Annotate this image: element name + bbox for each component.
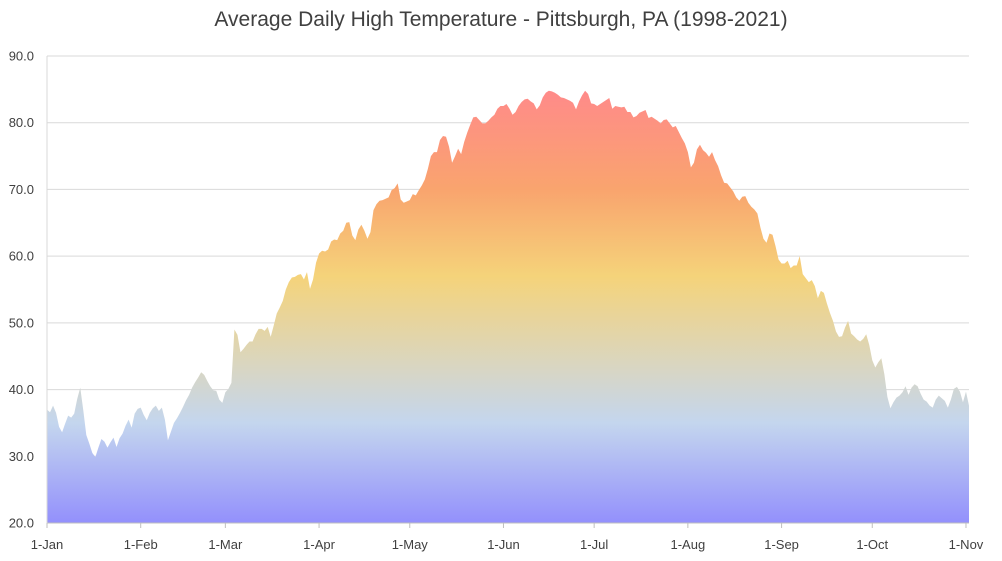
y-tick-label: 40.0	[9, 382, 34, 397]
x-tick-label: 1-Aug	[671, 537, 706, 552]
x-tick-label: 1-Oct	[856, 537, 888, 552]
temperature-area	[47, 90, 969, 523]
chart-title: Average Daily High Temperature - Pittsbu…	[214, 8, 788, 31]
x-tick-label: 1-Sep	[764, 537, 799, 552]
x-tick-label: 1-Jun	[487, 537, 520, 552]
y-tick-label: 90.0	[9, 49, 34, 64]
x-tick-label: 1-May	[392, 537, 429, 552]
x-tick-label: 1-Apr	[303, 537, 335, 552]
y-tick-label: 70.0	[9, 182, 34, 197]
y-tick-label: 30.0	[9, 449, 34, 464]
y-tick-label: 20.0	[9, 516, 34, 531]
y-tick-label: 80.0	[9, 115, 34, 130]
y-tick-label: 50.0	[9, 315, 34, 330]
y-tick-label: 60.0	[9, 249, 34, 264]
axes: 20.0 30.0 40.0 50.0 60.0 70.0 80.0 90.0 1-Jan 1-F…	[9, 49, 984, 553]
x-tick-label: 1-Nov	[949, 537, 984, 552]
x-tick-label: 1-Feb	[124, 537, 158, 552]
x-tick-label: 1-Jan	[31, 537, 64, 552]
x-tick-label: 1-Mar	[208, 537, 243, 552]
series-area	[47, 90, 969, 523]
x-tick-label: 1-Jul	[580, 537, 608, 552]
